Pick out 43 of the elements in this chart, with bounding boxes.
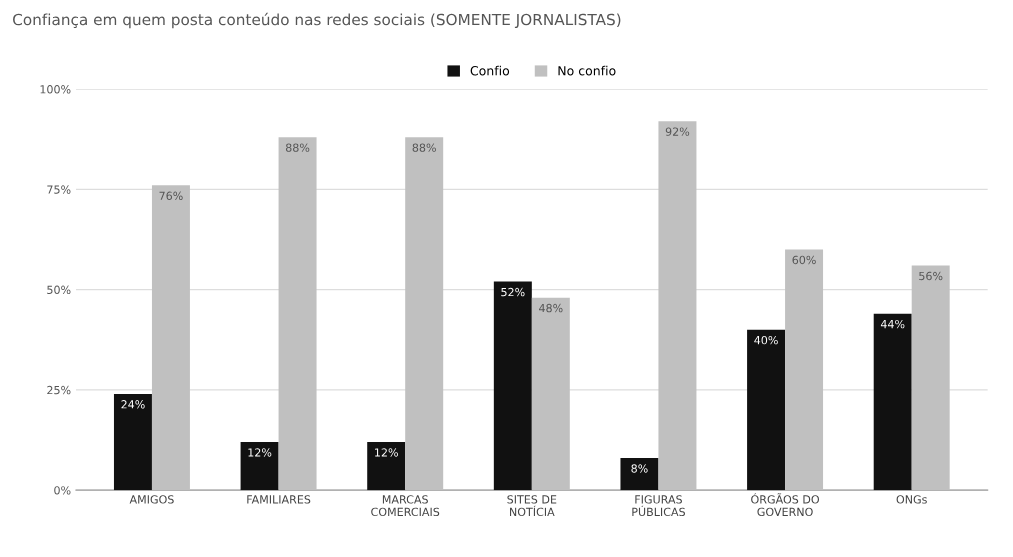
bar — [240, 442, 279, 491]
y-tick-label: 50% — [47, 285, 71, 295]
x-tick-label: ONGs — [896, 495, 927, 504]
x-tick-label: ÓRGÃOS DO GOVERNO — [751, 493, 820, 517]
y-tick-label: 0% — [54, 486, 71, 495]
x-tick-label: FAMILIARES — [247, 495, 311, 504]
data-label: 44% — [880, 319, 905, 329]
data-label: 12% — [375, 448, 398, 457]
y-tick-label: 100% — [40, 85, 71, 94]
data-label: 40% — [754, 335, 778, 345]
bar — [873, 313, 912, 491]
data-label: 88% — [285, 143, 310, 152]
data-label: 88% — [412, 143, 436, 152]
data-label: 52% — [501, 287, 525, 297]
bar — [531, 297, 570, 491]
data-label: 8% — [631, 464, 648, 473]
x-tick-label: SITES DE NOTÍCIA — [507, 495, 557, 517]
y-tick-label: 75% — [47, 185, 71, 194]
y-tick-label: 25% — [47, 385, 71, 395]
bar — [747, 329, 786, 491]
bar — [658, 121, 697, 491]
data-label: 76% — [159, 191, 183, 200]
bar — [367, 442, 406, 491]
bar — [113, 393, 152, 491]
bar — [405, 137, 444, 491]
bar — [151, 185, 190, 491]
data-label: 24% — [121, 400, 145, 409]
legend-label: No confio — [558, 65, 616, 76]
bar — [911, 265, 950, 491]
data-label: 56% — [919, 271, 943, 281]
data-label: 48% — [539, 303, 563, 313]
data-label: 60% — [792, 255, 816, 265]
x-tick-label: AMIGOS — [129, 495, 174, 504]
chart-title: Confiança em quem posta conteúdo nas redes sociais (SOMENTE JORNALISTAS) — [13, 12, 621, 29]
data-label: 92% — [665, 127, 690, 136]
legend-label: Confio — [470, 65, 510, 76]
data-label: 12% — [248, 448, 272, 457]
x-tick-label: MARCAS COMERCIAIS — [371, 495, 440, 517]
bar — [620, 458, 659, 491]
bar — [493, 281, 532, 491]
bar — [278, 137, 317, 491]
x-tick-label: FIGURAS PÚBLICAS — [632, 495, 685, 517]
bar — [785, 249, 824, 491]
